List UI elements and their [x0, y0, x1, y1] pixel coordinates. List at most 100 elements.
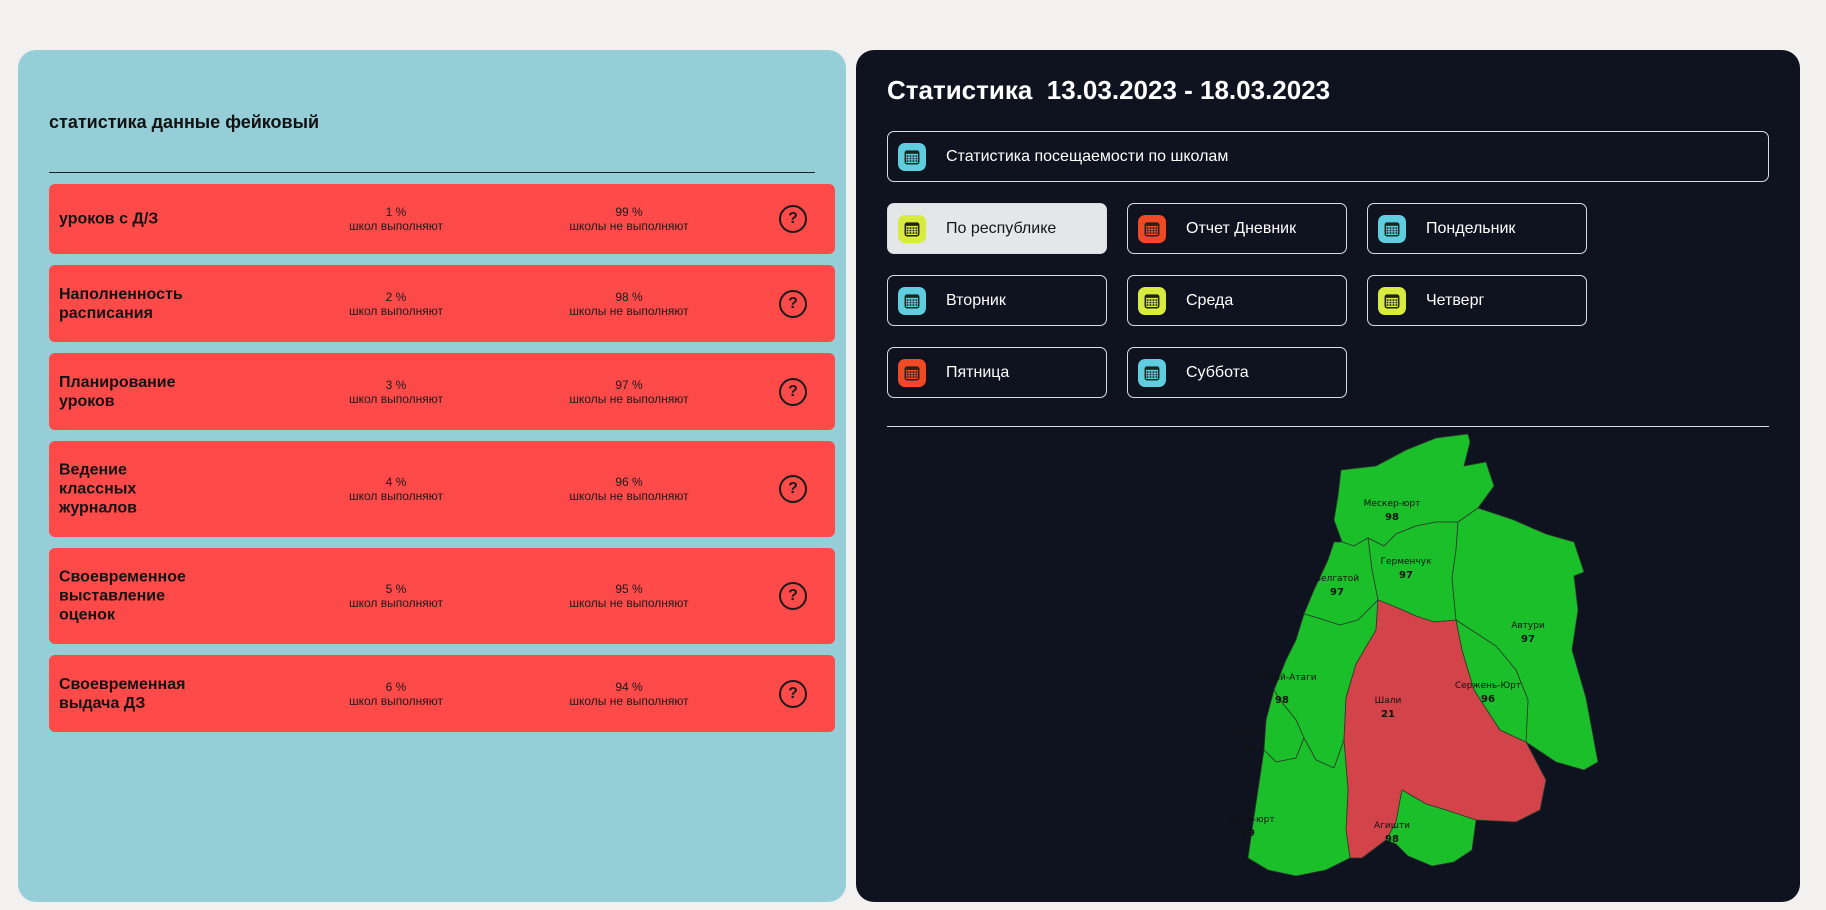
calendar-icon — [898, 214, 926, 243]
metric-done-percent: 1 % — [385, 205, 407, 219]
calendar-icon — [898, 142, 926, 171]
metric-not-done: 97 % школы не выполняют — [539, 378, 719, 406]
diary-report-button[interactable]: Отчет Дневник — [1127, 203, 1347, 254]
by-republic-button[interactable]: По республике — [887, 203, 1107, 254]
metric-not-done-caption: школы не выполняют — [569, 391, 689, 406]
district-map: Мескер-юрт 98 Герменчук 97 Белгатой 97 А… — [856, 50, 1800, 902]
metric-done-percent: 5 % — [385, 582, 407, 596]
metric-not-done: 99 % школы не выполняют — [539, 205, 719, 233]
metric-done: 6 % школ выполняют — [321, 680, 471, 708]
help-icon[interactable]: ? — [779, 289, 807, 318]
region-name-label: Мескер-юрт — [1364, 499, 1421, 509]
metric-done-caption: школ выполняют — [348, 693, 444, 708]
button-label: Суббота — [1186, 363, 1249, 381]
left-panel-title: статистика данные фейковый — [49, 112, 320, 132]
help-icon[interactable]: ? — [779, 679, 807, 708]
metric-done: 4 % школ выполняют — [321, 475, 471, 503]
calendar-icon — [1378, 214, 1406, 243]
region-value-label: 98 — [1275, 695, 1289, 706]
metric-done-percent: 6 % — [385, 679, 407, 694]
metric-label: Ведение классных журналов — [59, 461, 137, 517]
metric-card: Наполненность расписания 2 % школ выполн… — [49, 265, 835, 342]
metric-not-done-caption: школы не выполняют — [569, 693, 689, 708]
region-value-label: 21 — [1381, 709, 1395, 720]
metric-not-done-percent: 96 % — [615, 475, 643, 489]
button-label: Статистика посещаемости по школам — [946, 147, 1229, 165]
calendar-icon — [898, 358, 926, 387]
metric-done-percent: 2 % — [385, 289, 407, 304]
right-panel: Статистика 13.03.2023 - 18.03.2023 Стати… — [856, 50, 1800, 902]
metric-not-done: 96 % школы не выполняют — [539, 475, 719, 503]
region-value-label: 97 — [1399, 570, 1413, 581]
metric-done-caption: школ выполняют — [348, 391, 444, 406]
metric-not-done: 98 % школы не выполняют — [539, 290, 719, 318]
metric-done: 5 % школ выполняют — [321, 582, 471, 610]
metric-not-done-percent: 95 % — [615, 582, 643, 596]
metric-card: Ведение классных журналов 4 % школ выпол… — [49, 441, 835, 537]
region-name-label: Чири-Юрт — [1228, 730, 1265, 738]
metric-label: Своевременная выдача ДЗ — [59, 675, 186, 712]
button-label: Пятница — [946, 363, 1010, 381]
friday-button[interactable]: Пятница — [887, 347, 1107, 398]
region-name-label: Шали — [1375, 696, 1402, 706]
metric-not-done-percent: 98 % — [615, 289, 643, 304]
metric-done-percent: 3 % — [385, 377, 407, 392]
metric-done-caption: школ выполняют — [348, 596, 444, 610]
metric-card: Планирование уроков 3 % школ выполняют 9… — [49, 353, 835, 430]
metric-done-caption: школ выполняют — [348, 489, 444, 503]
wednesday-button[interactable]: Среда — [1127, 275, 1347, 326]
metric-not-done-percent: 97 % — [615, 377, 643, 392]
metric-done: 1 % школ выполняют — [321, 205, 471, 233]
region-agishti[interactable] — [1385, 789, 1477, 867]
metric-card: уроков с Д/З 1 % школ выполняют 99 % шко… — [49, 184, 835, 254]
district-map-svg: Мескер-юрт 98 Герменчук 97 Белгатой 97 А… — [1228, 433, 1599, 877]
help-icon[interactable]: ? — [779, 582, 807, 610]
help-icon[interactable]: ? — [779, 475, 807, 503]
region-name-label: Автури — [1511, 621, 1545, 631]
button-label: Отчет Дневник — [1186, 219, 1297, 237]
metric-not-done: 94 % школы не выполняют — [539, 680, 719, 708]
button-label: Вторник — [946, 291, 1006, 309]
help-icon[interactable]: ? — [779, 205, 807, 233]
metric-done-caption: школ выполняют — [348, 303, 444, 318]
metric-card: Своевременная выдача ДЗ 6 % школ выполня… — [49, 655, 835, 732]
region-name-label: Агишти — [1374, 821, 1410, 831]
thursday-button[interactable]: Четверг — [1367, 275, 1587, 326]
region-name-label: Герменчук — [1380, 557, 1432, 567]
region-value-label: 99 — [1241, 828, 1255, 839]
region-serzhen-yurt[interactable] — [1455, 619, 1529, 743]
region-duba-yurt[interactable] — [1247, 737, 1351, 877]
metric-done: 3 % школ выполняют — [321, 378, 471, 406]
metric-label: Своевременное выставление оценок — [59, 568, 186, 624]
left-panel: статистика данные фейковый уроков с Д/З … — [18, 50, 846, 902]
metric-not-done-percent: 99 % — [615, 205, 643, 219]
stats-title: Статистика 13.03.2023 - 18.03.2023 — [887, 75, 1331, 105]
saturday-button[interactable]: Суббота — [1127, 347, 1347, 398]
region-value-label: 97 — [1330, 587, 1344, 598]
tuesday-button[interactable]: Вторник — [887, 275, 1107, 326]
region-name-label: Новый-Атаги — [1255, 673, 1316, 683]
metric-not-done-caption: школы не выполняют — [569, 489, 689, 503]
calendar-icon — [1378, 286, 1406, 315]
metric-done-caption: школ выполняют — [348, 219, 444, 233]
region-name-label: Дуба-юрт — [1229, 815, 1274, 825]
metric-not-done-caption: школы не выполняют — [569, 303, 689, 318]
button-label: Среда — [1186, 291, 1234, 309]
metric-label: Наполненность расписания — [59, 285, 183, 322]
button-label: По республике — [946, 219, 1057, 237]
region-value-label: 98 — [1385, 834, 1399, 845]
divider — [887, 426, 1769, 427]
calendar-icon — [1138, 358, 1166, 387]
region-name-label: Белгатой — [1315, 574, 1359, 584]
metric-done: 2 % школ выполняют — [321, 290, 471, 318]
button-label: Четверг — [1426, 291, 1485, 309]
region-value-label: 97 — [1521, 634, 1535, 645]
metric-not-done-percent: 94 % — [615, 679, 643, 694]
region-value-label: 98 — [1385, 512, 1399, 523]
divider — [49, 172, 815, 173]
attendance-by-school-button[interactable]: Статистика посещаемости по школам — [887, 131, 1769, 182]
monday-button[interactable]: Пондельник — [1367, 203, 1587, 254]
help-icon[interactable]: ? — [779, 377, 807, 406]
metric-card: Своевременное выставление оценок 5 % шко… — [49, 548, 835, 644]
calendar-icon — [1138, 286, 1166, 315]
